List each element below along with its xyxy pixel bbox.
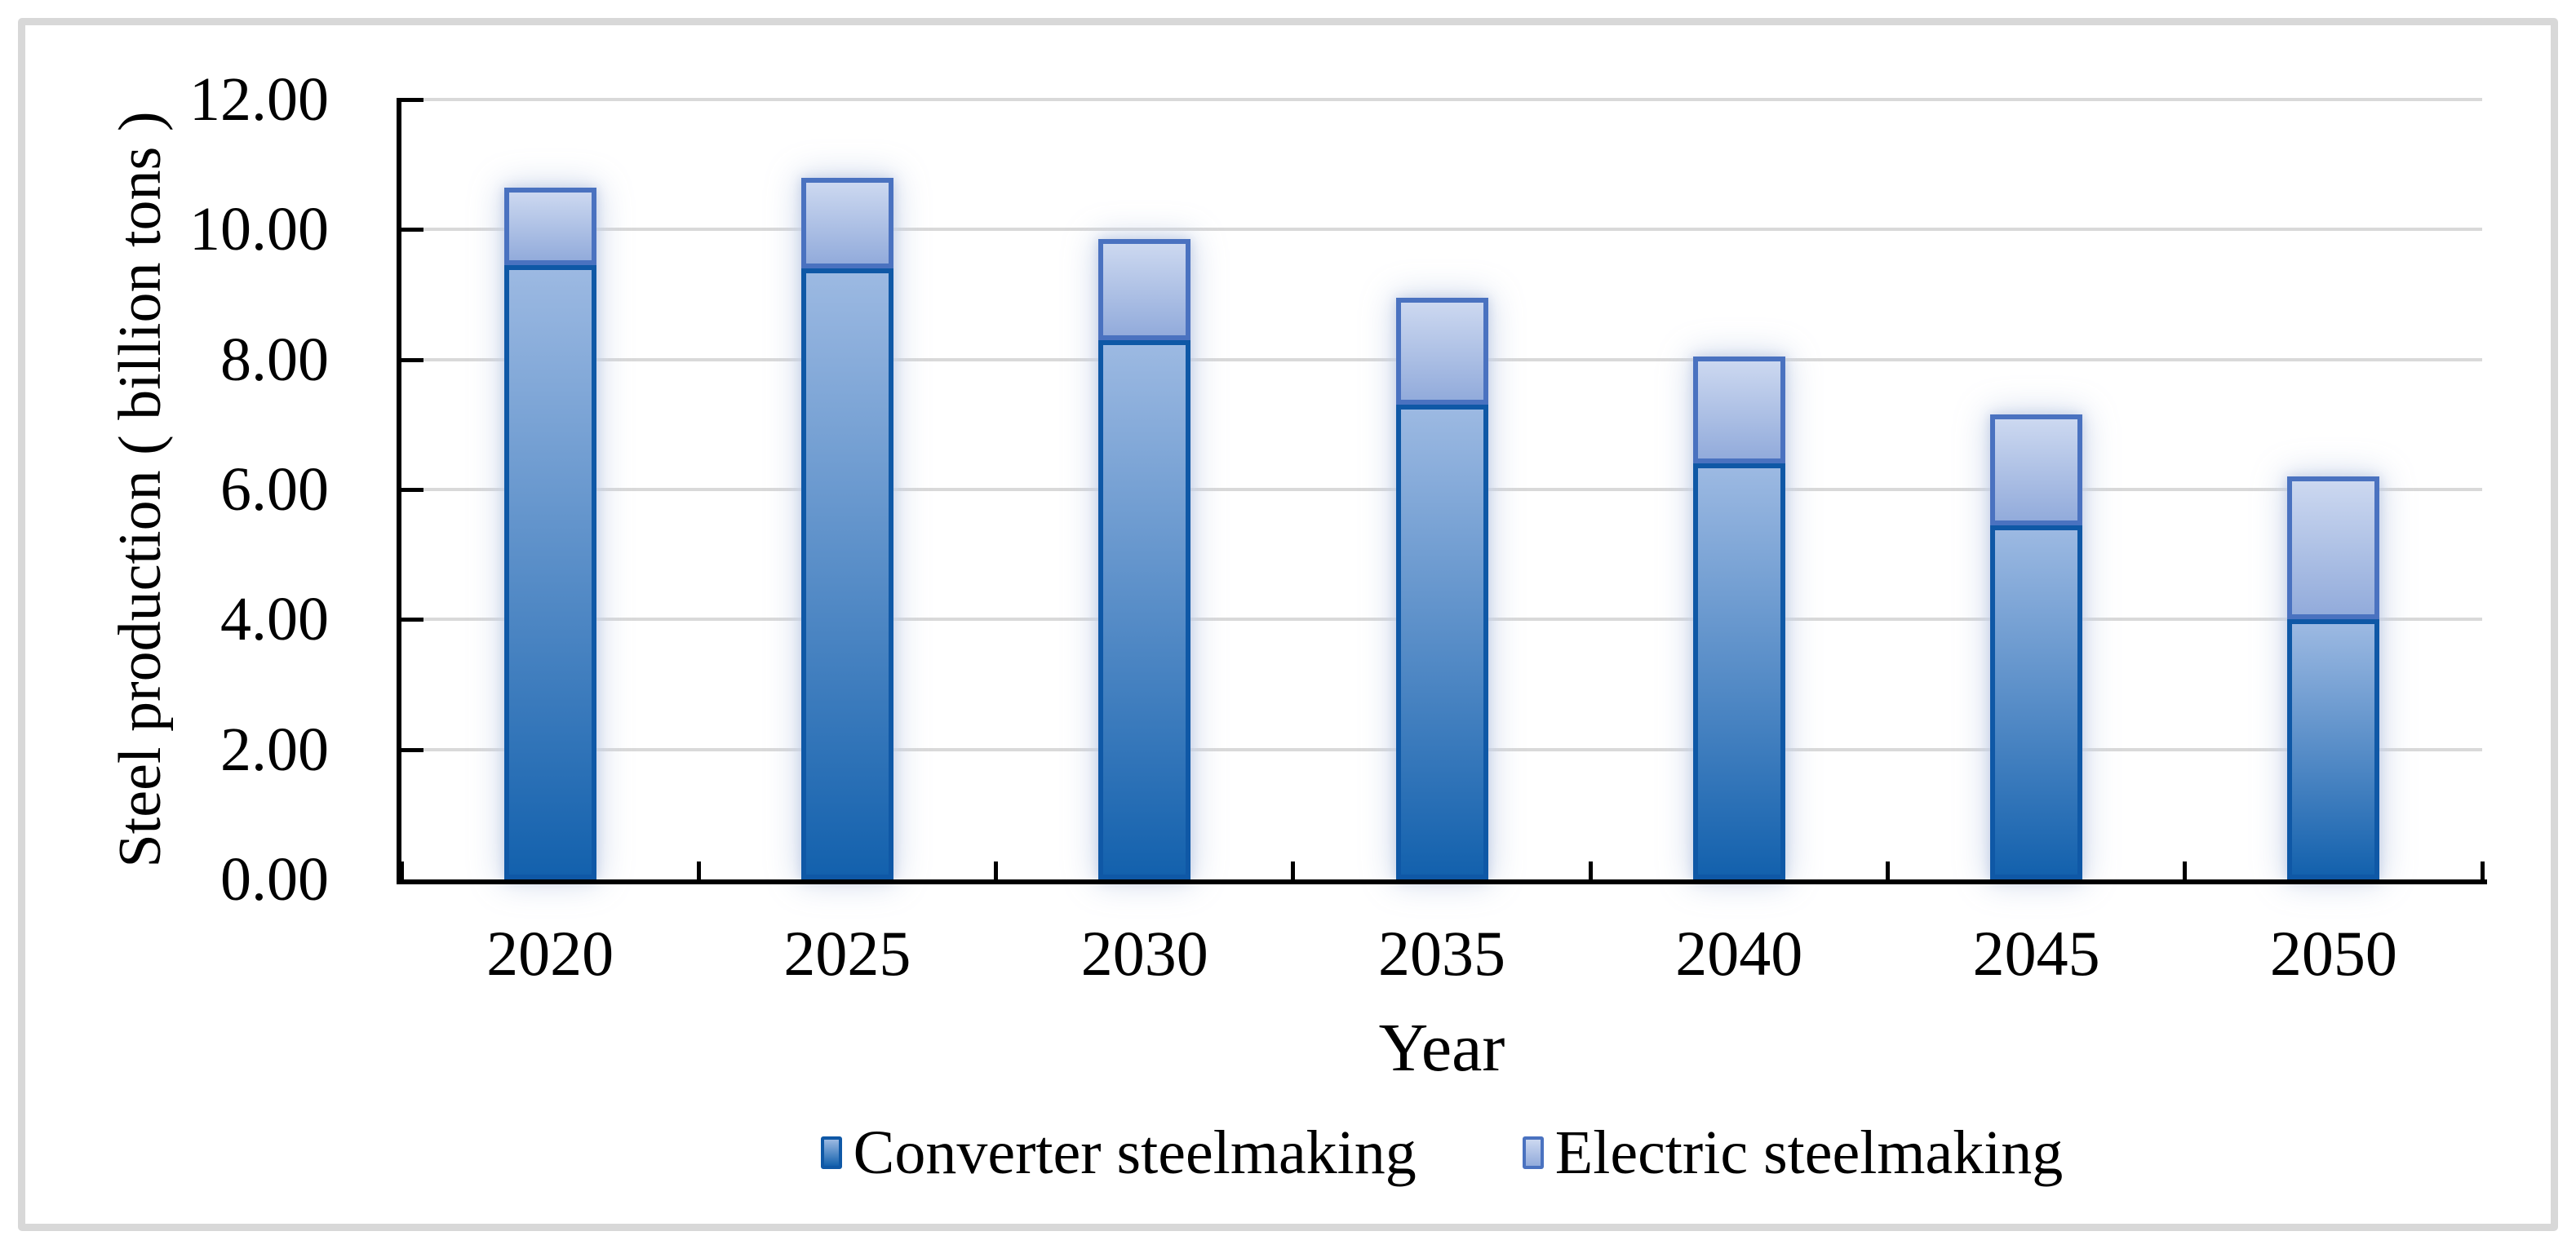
- y-tick: [401, 228, 423, 233]
- bar-2020: [503, 0, 596, 879]
- x-axis-line: [397, 879, 2487, 884]
- bar-segment-2045-electric: [1990, 414, 2083, 525]
- legend-marker-icon: [820, 1136, 842, 1169]
- bar-segment-2025-converter: [800, 268, 893, 879]
- y-axis-line: [397, 98, 401, 884]
- x-tick: [2183, 861, 2188, 879]
- bar-segment-2050-converter: [2287, 619, 2380, 879]
- gridline: [401, 98, 2482, 101]
- x-tick: [1291, 861, 1296, 879]
- y-tick: [401, 357, 423, 362]
- y-tick: [401, 747, 423, 752]
- x-tick: [994, 861, 999, 879]
- x-tick-label-2040: 2040: [1675, 918, 1803, 989]
- bar-2035: [1395, 0, 1488, 879]
- x-tick: [2480, 861, 2485, 879]
- y-tick-label: 8.00: [220, 325, 329, 394]
- bar-2025: [800, 0, 893, 879]
- x-tick-label-2045: 2045: [1972, 918, 2100, 989]
- x-axis-title: Year: [1378, 1010, 1505, 1086]
- legend-item-electric: Electric steelmaking: [1522, 1118, 2064, 1187]
- bar-2045: [1990, 0, 2083, 879]
- y-tick-label: 2.00: [220, 715, 329, 784]
- x-tick-label-2020: 2020: [486, 918, 614, 989]
- legend-label: Converter steelmaking: [853, 1118, 1417, 1187]
- bar-2030: [1098, 0, 1191, 879]
- bar-segment-2020-converter: [503, 265, 596, 879]
- x-tick: [1885, 861, 1890, 879]
- bar-segment-2030-electric: [1098, 239, 1191, 340]
- legend: Converter steelmaking Electric steelmakin…: [401, 1118, 2482, 1187]
- y-tick: [401, 488, 423, 492]
- bar-segment-2040-converter: [1692, 463, 1785, 879]
- bar-segment-2025-electric: [800, 177, 893, 269]
- bar-2050: [2287, 0, 2380, 879]
- bar-segment-2020-electric: [503, 187, 596, 266]
- legend-item-converter: Converter steelmaking: [820, 1118, 1417, 1187]
- y-tick-label: 10.00: [189, 195, 329, 264]
- y-axis-title: Steel production ( billion tons ): [107, 111, 174, 868]
- x-tick-label-2025: 2025: [783, 918, 911, 989]
- gridline: [401, 228, 2482, 232]
- legend-label: Electric steelmaking: [1554, 1118, 2064, 1187]
- bar-segment-2045-converter: [1990, 525, 2083, 879]
- x-tick-label-2050: 2050: [2269, 918, 2397, 989]
- x-tick: [399, 861, 404, 879]
- y-tick-label: 12.00: [189, 65, 329, 134]
- bar-2040: [1692, 0, 1785, 879]
- y-tick-label: 4.00: [220, 585, 329, 654]
- y-tick-label: 0.00: [220, 845, 329, 914]
- legend-marker-icon: [1522, 1136, 1544, 1169]
- bar-segment-2030-converter: [1098, 339, 1191, 879]
- bar-segment-2035-electric: [1395, 297, 1488, 405]
- x-tick-label-2035: 2035: [1378, 918, 1505, 989]
- y-tick-label: 6.00: [220, 455, 329, 524]
- x-tick-label-2030: 2030: [1080, 918, 1208, 989]
- bar-segment-2050-electric: [2287, 476, 2380, 620]
- y-tick: [401, 98, 423, 102]
- x-tick: [696, 861, 701, 879]
- y-tick: [401, 618, 423, 622]
- x-tick: [1588, 861, 1593, 879]
- bar-segment-2035-converter: [1395, 405, 1488, 879]
- bar-segment-2040-electric: [1692, 356, 1785, 464]
